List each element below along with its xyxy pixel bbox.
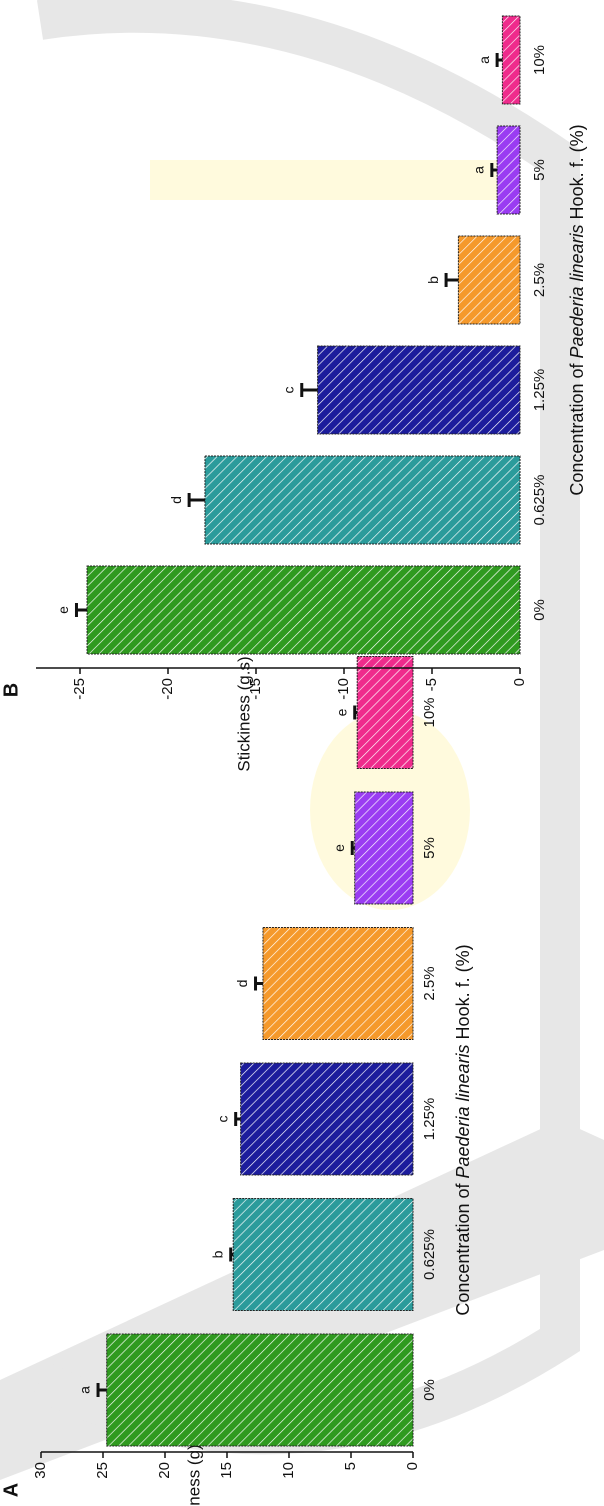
significance-letter: d [234,980,250,988]
error-bar [446,273,458,287]
significance-letter: a [77,1386,93,1394]
error-bar [189,493,205,507]
bar [458,236,520,324]
y-axis-title: Firmness (g) [184,1444,203,1506]
y-tick-label: 0 [511,678,528,686]
error-bar [236,1112,241,1126]
x-tick-label: 2.5% [531,263,548,297]
y-tick-label: 30 [32,1462,49,1479]
y-axis-title: Stickiness (g.s) [234,656,253,771]
significance-letter: b [209,1250,225,1258]
x-tick-label: 0.625% [531,475,548,526]
x-axis-title: Concentration of Paederia linearis Hook. f… [567,124,587,495]
bar [502,16,520,104]
x-axis-title-part: Concentration of [453,1183,473,1316]
error-bar [76,603,87,617]
figure: A Firmness (g) 0 5 10 15 20 25 30 Concentration o… [0,0,604,1506]
x-tick-label: 5% [531,159,548,181]
x-axis-title-part: Paederia linearis [453,1044,473,1178]
y-tick-label: -10 [335,678,352,700]
bar [233,1199,413,1311]
chart-panel: B Stickiness (g.s) -25 -20 -15 -10 -5 0 Concentr… [0,16,586,772]
page: A Firmness (g) 0 5 10 15 20 25 30 Concentration o… [0,0,604,1506]
bar [241,1063,413,1175]
y-tick-label: 5 [342,1462,359,1470]
y-tick-label: -15 [247,678,264,700]
significance-letter: a [476,56,492,64]
y-tick-label: 10 [280,1462,297,1479]
x-tick-label: 1.25% [421,1098,438,1141]
y-tick-label: 20 [156,1462,173,1479]
error-bar [302,383,318,397]
y-tick-label: -20 [159,678,176,700]
bar [107,1334,413,1446]
panel-label: A [0,1483,22,1497]
x-tick-label: 0% [531,599,548,621]
bar [357,657,413,769]
x-axis-title-part: Hook. f. (%) [453,944,473,1039]
y-tick-label: 25 [94,1462,111,1479]
significance-letter: e [331,844,347,852]
y-tick-label: 0 [404,1462,421,1470]
y-tick-label: 15 [218,1462,235,1479]
significance-letter: c [280,387,296,394]
significance-letter: a [471,166,487,174]
x-tick-label: 10% [421,697,438,727]
error-bar [256,977,263,991]
significance-letter: b [425,276,441,284]
error-bar [497,53,502,67]
significance-letter: d [168,496,184,504]
bar [497,126,520,214]
x-axis-title-part: Hook. f. (%) [567,124,587,219]
y-tick-label: -5 [423,678,440,691]
x-axis-title-part: Paederia linearis [567,224,587,358]
bar [87,566,520,654]
significance-letter: c [214,1116,230,1123]
bar [318,346,520,434]
x-axis-title: Concentration of Paederia linearis Hook. f… [453,944,473,1315]
bar [263,928,413,1040]
bar [355,792,413,904]
x-tick-label: 0.625% [421,1229,438,1280]
significance-letter: e [333,708,349,716]
x-tick-label: 5% [421,837,438,859]
watermark-spire [150,160,500,200]
x-tick-label: 1.25% [531,369,548,412]
x-axis-title-part: Concentration of [567,363,587,496]
x-tick-label: 2.5% [421,966,438,1000]
bar [205,456,520,544]
significance-letter: e [55,606,71,614]
y-tick-label: -25 [71,678,88,700]
x-tick-label: 0% [421,1379,438,1401]
x-tick-label: 10% [531,45,548,75]
panel-label: B [0,683,22,697]
